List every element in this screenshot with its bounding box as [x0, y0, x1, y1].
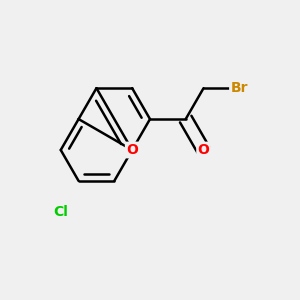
Text: O: O [198, 143, 209, 157]
Text: Br: Br [230, 81, 248, 95]
Text: Cl: Cl [53, 205, 68, 219]
Text: O: O [126, 143, 138, 157]
